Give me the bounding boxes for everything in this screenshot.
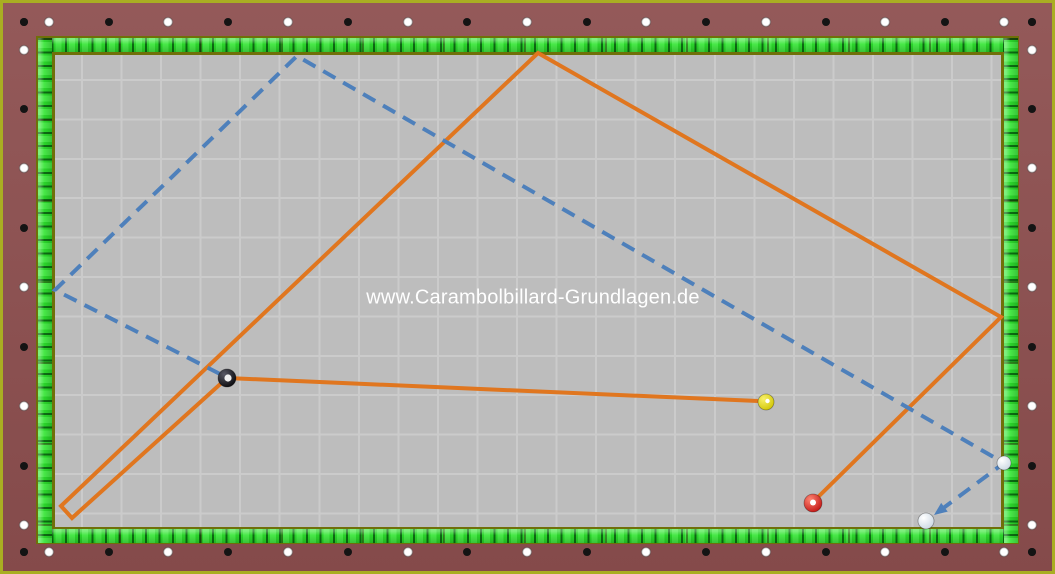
white-diamond-dot — [43, 16, 55, 28]
black-diamond-dot — [20, 462, 28, 470]
white-diamond-dot — [162, 546, 174, 558]
black-diamond-dot — [20, 224, 28, 232]
white-diamond-dot — [1026, 162, 1038, 174]
playing-surface-grid — [55, 55, 1001, 527]
black-diamond-dot — [1028, 548, 1036, 556]
black-diamond-dot — [463, 548, 471, 556]
black-diamond-dot — [702, 548, 710, 556]
black-diamond-dot — [583, 18, 591, 26]
black-diamond-dot — [1028, 462, 1036, 470]
white-diamond-dot — [521, 16, 533, 28]
white-diamond-dot — [879, 546, 891, 558]
position-path-dashed-arrowhead — [934, 502, 948, 515]
white-diamond-dot — [640, 546, 652, 558]
yellow-ball-spot — [765, 398, 770, 404]
white-diamond-dot — [1026, 400, 1038, 412]
black-diamond-dot — [1028, 224, 1036, 232]
black-diamond-dot — [702, 18, 710, 26]
black-diamond-dot — [941, 18, 949, 26]
white-ball-final-position — [917, 512, 935, 530]
white-diamond-dot — [640, 16, 652, 28]
black-diamond-dot — [822, 548, 830, 556]
black-diamond-dot — [20, 18, 28, 26]
position-path-dashed — [51, 53, 1008, 517]
white-diamond-dot — [18, 519, 30, 531]
white-diamond-dot — [18, 281, 30, 293]
black-diamond-dot — [344, 18, 352, 26]
white-diamond-dot — [760, 546, 772, 558]
black-diamond-dot — [105, 548, 113, 556]
white-diamond-dot — [18, 44, 30, 56]
white-diamond-dot — [18, 400, 30, 412]
white-diamond-dot — [879, 16, 891, 28]
white-diamond-dot — [162, 16, 174, 28]
black-diamond-dot — [224, 548, 232, 556]
black-diamond-dot — [822, 18, 830, 26]
white-diamond-dot — [760, 16, 772, 28]
white-diamond-dot — [402, 16, 414, 28]
white-diamond-dot — [1026, 281, 1038, 293]
black-diamond-dot — [463, 18, 471, 26]
black-diamond-dot — [105, 18, 113, 26]
black-diamond-dot — [941, 548, 949, 556]
black-diamond-dot — [344, 548, 352, 556]
black-diamond-dot — [583, 548, 591, 556]
black-diamond-dot — [1028, 18, 1036, 26]
white-diamond-dot — [998, 546, 1010, 558]
cushion-top — [38, 38, 1018, 52]
aim-line-to-yellow — [226, 376, 759, 403]
white-diamond-dot — [43, 546, 55, 558]
red-ball-spot — [810, 499, 816, 506]
cushion-right — [1004, 38, 1018, 543]
black-diamond-dot — [20, 548, 28, 556]
white-diamond-dot — [18, 162, 30, 174]
black-diamond-dot — [20, 343, 28, 351]
white-diamond-dot — [1026, 519, 1038, 531]
black-diamond-dot — [1028, 343, 1036, 351]
black-diamond-dot — [224, 18, 232, 26]
cushion-bottom — [38, 529, 1018, 543]
black-ball-spot — [224, 374, 232, 382]
white-diamond-dot — [402, 546, 414, 558]
white-diamond-dot — [521, 546, 533, 558]
white-diamond-dot — [998, 16, 1010, 28]
white-diamond-dot — [1026, 44, 1038, 56]
white-diamond-dot — [282, 546, 294, 558]
white-ball-at-cushion — [996, 455, 1012, 471]
black-diamond-dot — [1028, 105, 1036, 113]
watermark-text: www.Carambolbillard-Grundlagen.de — [366, 286, 700, 309]
black-diamond-dot — [20, 105, 28, 113]
cue-ball-path — [58, 50, 1005, 521]
cushion-left — [38, 38, 52, 543]
white-diamond-dot — [282, 16, 294, 28]
